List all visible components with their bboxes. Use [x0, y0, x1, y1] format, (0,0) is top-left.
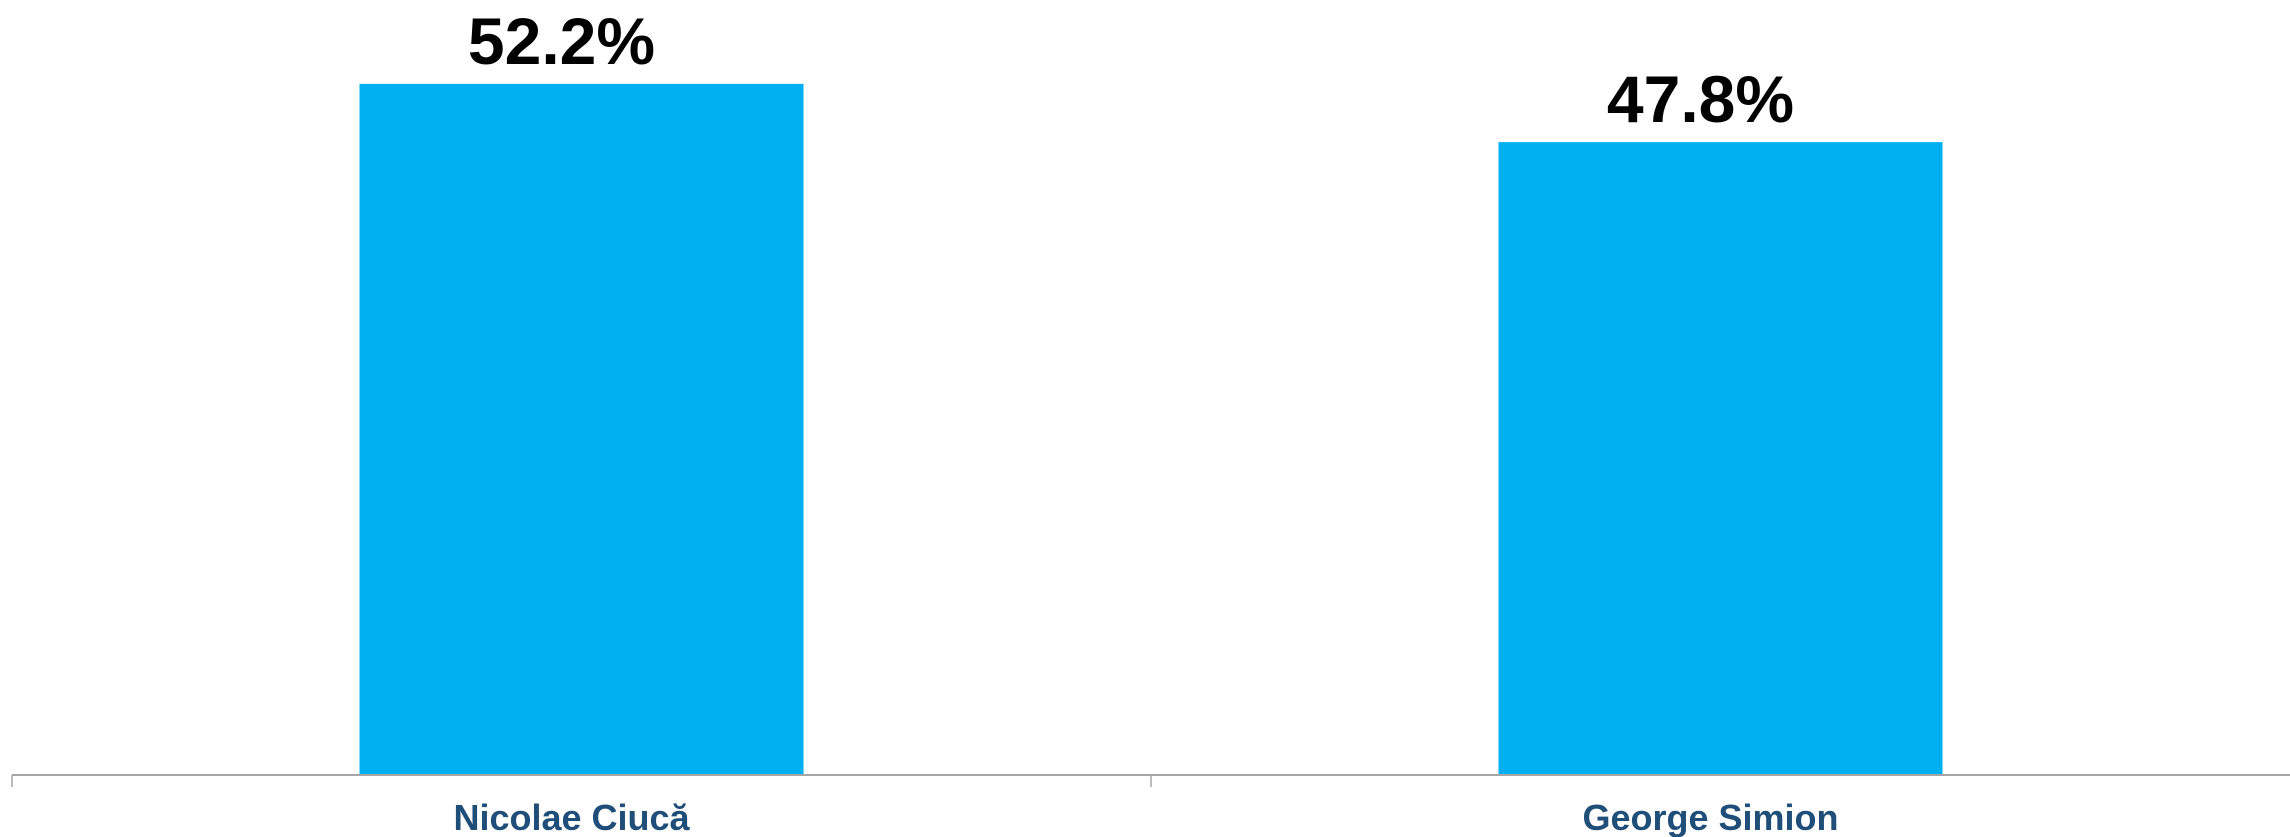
data-label-2: 47.8%	[1607, 62, 1794, 136]
value-labels-group: 52.2% 47.8%	[468, 4, 1794, 136]
category-labels-group: Nicolae Ciucă George Simion	[453, 797, 1838, 837]
data-label-1: 52.2%	[468, 4, 655, 78]
category-label-1: Nicolae Ciucă	[453, 797, 690, 837]
bars-group	[359, 83, 1943, 776]
x-axis	[11, 774, 2290, 787]
bar-1	[359, 83, 804, 775]
category-label-2: George Simion	[1582, 797, 1838, 837]
bar-2	[1498, 142, 1943, 776]
